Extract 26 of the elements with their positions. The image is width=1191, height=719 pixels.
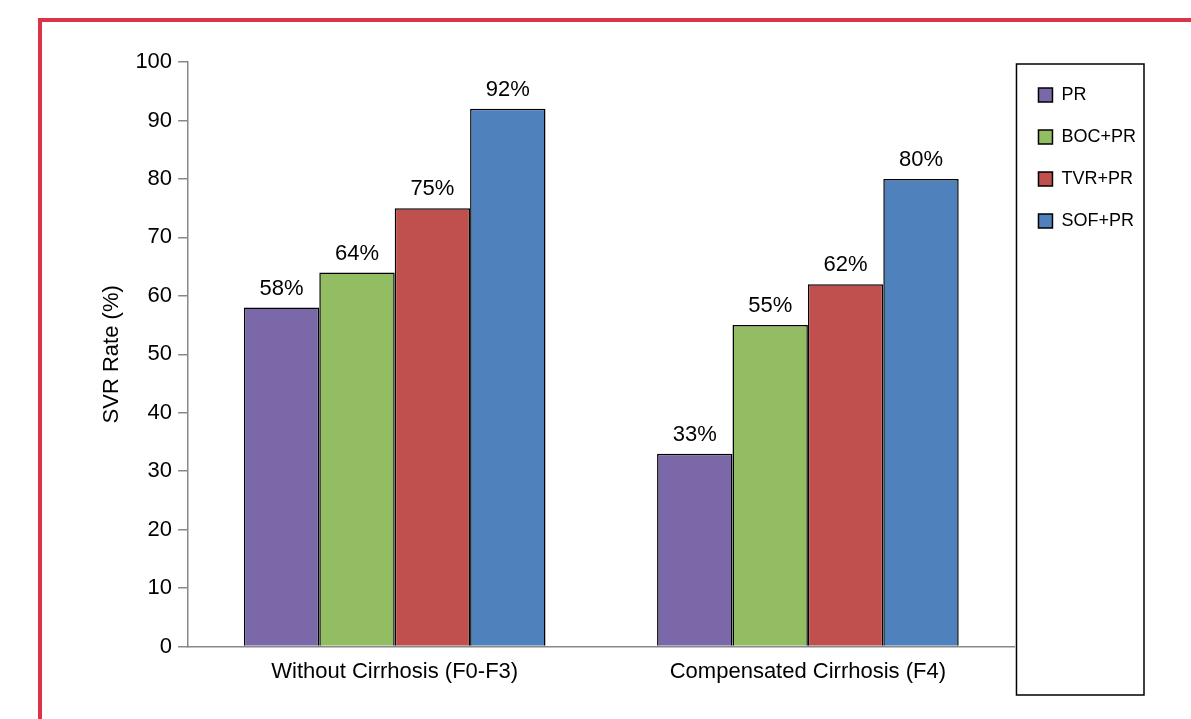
legend-label: BOC+PR [1061, 125, 1137, 146]
y-tick-label: 80 [147, 164, 173, 190]
legend-label: TVR+PR [1061, 167, 1134, 188]
data-label: 58% [259, 274, 304, 300]
legend-label: SOF+PR [1061, 209, 1135, 230]
data-label: 62% [823, 251, 868, 277]
x-tick-label: Compensated Cirrhosis (F4) [669, 657, 947, 683]
y-tick-label: 90 [147, 106, 173, 132]
legend-label: PR [1061, 83, 1087, 104]
y-tick-label: 30 [147, 457, 173, 483]
data-label: 92% [485, 75, 530, 101]
y-tick-label: 20 [147, 515, 173, 541]
data-label: 80% [898, 145, 944, 171]
data-label: 64% [334, 239, 380, 265]
y-tick-label: 100 [135, 48, 173, 74]
y-axis-title: SVR Rate (%) [98, 285, 124, 424]
y-tick-label: 0 [159, 632, 173, 658]
data-label: 75% [410, 175, 455, 201]
y-tick-label: 70 [147, 223, 173, 249]
y-tick-label: 60 [147, 281, 173, 307]
y-tick-label: 10 [147, 574, 173, 600]
y-tick-label: 50 [147, 340, 173, 366]
data-label: 33% [672, 420, 717, 446]
x-tick-label: Without Cirrhosis (F0-F3) [271, 657, 519, 683]
y-tick-label: 40 [147, 398, 173, 424]
data-label: 55% [748, 292, 793, 318]
